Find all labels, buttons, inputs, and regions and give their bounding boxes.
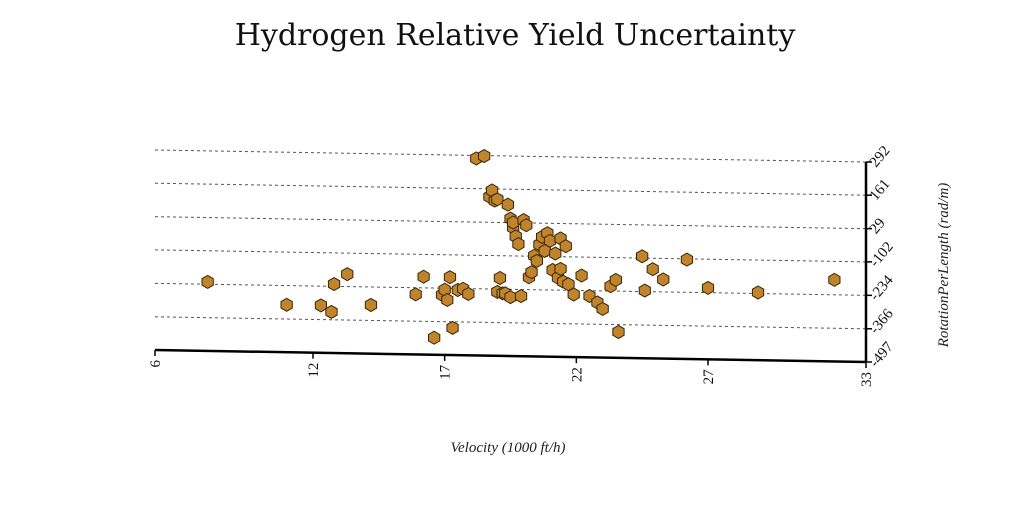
- chart-title: Hydrogen Relative Yield Uncertainty: [235, 18, 796, 53]
- x-tick-label: 12: [306, 363, 322, 378]
- data-point: [504, 290, 517, 305]
- data-point: [507, 215, 520, 230]
- data-point: [549, 246, 562, 261]
- y-tick-label: 161: [867, 176, 894, 204]
- y-tick-label: -366: [867, 306, 897, 338]
- data-point: [409, 287, 422, 302]
- data-point: [201, 274, 214, 289]
- grid-line: [154, 316, 867, 330]
- data-point: [327, 277, 341, 292]
- x-axis-label: Velocity (1000 ft/h): [451, 440, 566, 456]
- data-point: [530, 253, 543, 268]
- data-point: [828, 272, 841, 287]
- y-tick-label: 292: [867, 143, 894, 171]
- data-point: [554, 261, 567, 276]
- data-point: [428, 330, 441, 345]
- data-point: [514, 289, 528, 304]
- data-point: [441, 292, 454, 307]
- y-tick-label: -102: [867, 239, 897, 270]
- data-point: [462, 286, 475, 301]
- axes: [154, 161, 872, 368]
- y-tick-label: -234: [867, 272, 897, 304]
- data-point: [543, 233, 557, 248]
- data-point: [575, 268, 588, 283]
- grid-line: [154, 149, 867, 163]
- x-tick-labels: 6 12 17 22 27 33: [148, 360, 875, 388]
- y-tick-labels: 292 161 29-102-234-366-497: [867, 143, 897, 371]
- y-tick-label: -497: [867, 339, 897, 371]
- x-axis-line: [154, 348, 867, 364]
- data-point: [341, 267, 354, 282]
- data-point: [501, 197, 514, 212]
- data-point: [512, 237, 525, 252]
- data-point: [612, 324, 625, 340]
- data-point: [520, 218, 533, 233]
- y-axis-label: RotationPerLength (rad/m): [936, 183, 952, 349]
- grid-line: [154, 182, 867, 196]
- data-point: [446, 320, 459, 335]
- data-point: [325, 304, 338, 319]
- x-tick-label: 27: [701, 369, 717, 385]
- data-point: [478, 149, 491, 164]
- data-point: [491, 192, 504, 207]
- data-point: [525, 265, 538, 280]
- data-point: [646, 262, 659, 277]
- data-point: [609, 272, 622, 288]
- data-point: [636, 249, 649, 264]
- data-point: [567, 287, 580, 302]
- grid-line: [154, 249, 867, 263]
- data-point: [680, 252, 694, 267]
- x-tick-label: 17: [438, 364, 454, 380]
- x-tick-label: 6: [148, 360, 164, 368]
- data-point: [751, 285, 765, 300]
- data-point: [417, 269, 430, 284]
- data-point: [280, 297, 293, 312]
- data-point: [314, 298, 327, 313]
- x-tick-label: 22: [569, 367, 585, 382]
- data-point: [657, 272, 670, 287]
- data-point: [596, 301, 609, 316]
- data-point: [493, 270, 507, 286]
- data-points: [201, 149, 841, 345]
- x-tick-label: 33: [859, 372, 875, 387]
- data-point: [443, 270, 457, 285]
- y-tick-label: 29: [867, 215, 889, 237]
- data-point: [638, 283, 651, 298]
- data-point: [364, 297, 378, 313]
- data-point: [701, 280, 715, 295]
- data-point: [559, 239, 572, 254]
